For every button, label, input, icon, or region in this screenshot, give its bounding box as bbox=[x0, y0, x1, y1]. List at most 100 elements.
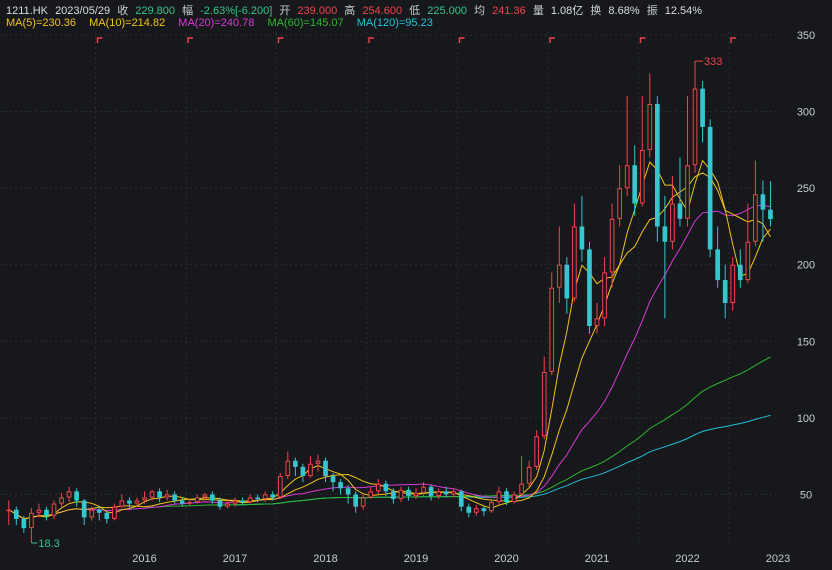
candle-body bbox=[707, 126, 713, 250]
candle-body bbox=[89, 509, 95, 518]
candle-body bbox=[353, 494, 359, 507]
candle-body bbox=[51, 503, 57, 516]
candle-body bbox=[670, 203, 675, 242]
period-marker bbox=[549, 37, 555, 43]
quote-date: 2023/05/29 bbox=[55, 5, 111, 17]
legend-ma60: MA(60)=145.07 bbox=[267, 17, 344, 29]
candle-body bbox=[609, 218, 615, 273]
candle-body bbox=[760, 194, 766, 210]
candle-body bbox=[519, 483, 524, 495]
avg-value: 241.36 bbox=[492, 5, 526, 17]
candle-body bbox=[375, 483, 381, 492]
max-label: 333 bbox=[704, 56, 722, 68]
min-label: 18.3 bbox=[38, 538, 59, 550]
ma120-line bbox=[234, 414, 771, 506]
candle-body bbox=[489, 502, 494, 512]
low-label: 低 bbox=[409, 5, 421, 17]
open-value: 239.000 bbox=[297, 5, 338, 17]
candle-body bbox=[285, 460, 291, 477]
candle-body bbox=[511, 494, 517, 503]
candle-body bbox=[572, 226, 577, 299]
candle-body bbox=[564, 264, 570, 299]
candle-body bbox=[6, 509, 12, 512]
candle-body bbox=[398, 489, 404, 500]
period-marker bbox=[368, 37, 374, 43]
turnover-label: 换 bbox=[590, 5, 602, 17]
period-marker bbox=[277, 37, 284, 43]
candle-body bbox=[66, 491, 72, 498]
candle-body bbox=[730, 264, 736, 304]
candle-body bbox=[617, 188, 622, 219]
candle-body bbox=[715, 249, 721, 281]
volume-label: 量 bbox=[532, 5, 544, 17]
quote-header: 1211.HK 2023/05/29 收 229.800 幅 -2.63%[-6… bbox=[6, 2, 706, 17]
y-tick-label: 150 bbox=[797, 336, 815, 348]
amplitude-value: 12.54% bbox=[664, 5, 703, 17]
candle-body bbox=[654, 103, 660, 227]
candle-body bbox=[496, 491, 502, 503]
ma-legend: MA(5)=230.36 MA(10)=214.82 MA(20)=240.78… bbox=[6, 17, 443, 31]
candle-body bbox=[96, 509, 102, 513]
candle-body bbox=[149, 491, 155, 498]
candle-body bbox=[677, 203, 683, 219]
candle-body bbox=[104, 512, 110, 519]
legend-ma10: MA(10)=214.82 bbox=[89, 17, 166, 29]
candle-body bbox=[247, 497, 253, 503]
candle-body bbox=[179, 500, 185, 504]
candle-body bbox=[526, 466, 532, 484]
candle-body bbox=[700, 88, 705, 127]
candle-body bbox=[466, 506, 472, 513]
candle-body bbox=[127, 500, 132, 504]
candle-body bbox=[270, 494, 276, 498]
candle-body bbox=[753, 194, 758, 242]
period-marker bbox=[96, 37, 103, 43]
candle-body bbox=[217, 500, 223, 507]
x-tick-label: 2019 bbox=[404, 553, 428, 565]
legend-ma5: MA(5)=230.36 bbox=[6, 17, 77, 29]
period-marker bbox=[458, 37, 465, 43]
candle-body bbox=[662, 226, 668, 242]
candle-body bbox=[112, 506, 117, 519]
candle-body bbox=[345, 488, 351, 495]
candle-body bbox=[768, 209, 773, 220]
candle-body bbox=[692, 88, 698, 166]
amplitude-label: 振 bbox=[646, 5, 658, 17]
close-label: 收 bbox=[117, 5, 129, 17]
x-tick-label: 2021 bbox=[585, 553, 609, 565]
x-tick-label: 2018 bbox=[313, 553, 337, 565]
candle-body bbox=[315, 460, 321, 464]
candle-body bbox=[360, 497, 366, 507]
low-value: 225.000 bbox=[427, 5, 467, 17]
candle-body bbox=[74, 491, 79, 501]
candle-body bbox=[639, 149, 645, 204]
high-value: 254.600 bbox=[362, 5, 403, 17]
candle-body bbox=[255, 497, 260, 500]
candle-body bbox=[172, 494, 178, 501]
candle-body bbox=[134, 500, 140, 504]
candle-body bbox=[602, 272, 607, 319]
candle-body bbox=[323, 460, 328, 477]
candle-body bbox=[21, 518, 27, 529]
candle-body bbox=[330, 476, 336, 483]
candle-body bbox=[81, 500, 87, 518]
period-marker bbox=[730, 37, 736, 43]
change-value: -2.63%[-6.200] bbox=[200, 5, 273, 17]
x-tick-label: 2023 bbox=[766, 553, 790, 565]
ma20-line bbox=[8, 204, 771, 520]
candle-body bbox=[383, 483, 389, 492]
candle-body bbox=[451, 491, 457, 495]
candle-body bbox=[579, 226, 585, 250]
candle-body bbox=[194, 497, 200, 503]
candle-body bbox=[722, 280, 728, 304]
x-tick-label: 2017 bbox=[223, 553, 247, 565]
candle-body bbox=[541, 371, 547, 437]
candle-body bbox=[157, 491, 162, 498]
symbol: 1211.HK bbox=[6, 5, 48, 17]
y-tick-label: 250 bbox=[797, 183, 815, 195]
candle-body bbox=[277, 476, 283, 498]
volume-value: 1.08亿 bbox=[550, 5, 584, 17]
candle-body bbox=[36, 509, 42, 513]
candle-body bbox=[391, 491, 396, 500]
candle-body bbox=[685, 165, 690, 219]
